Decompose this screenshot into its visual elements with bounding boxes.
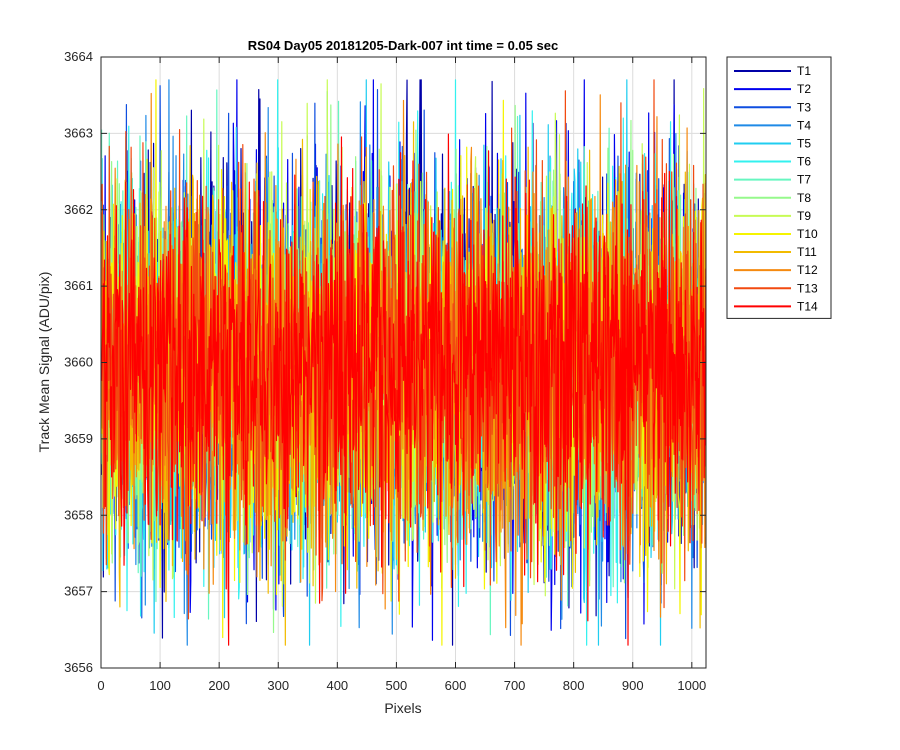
- y-tick-label: 3663: [64, 125, 93, 140]
- legend-label-t9: T9: [797, 209, 811, 223]
- x-tick-label: 600: [445, 678, 467, 693]
- y-tick-label: 3661: [64, 278, 93, 293]
- x-tick-label: 200: [208, 678, 230, 693]
- x-tick-label: 400: [326, 678, 348, 693]
- x-axis-label: Pixels: [384, 700, 421, 716]
- legend-label-t6: T6: [797, 155, 811, 169]
- legend-label-t12: T12: [797, 263, 818, 277]
- series-group: [101, 79, 706, 646]
- x-tick-label: 1000: [677, 678, 706, 693]
- legend-label-t1: T1: [797, 64, 811, 78]
- legend-label-t2: T2: [797, 82, 811, 96]
- legend-box: [726, 56, 832, 319]
- y-tick-label: 3662: [64, 202, 93, 217]
- y-axis-label: Track Mean Signal (ADU/pix): [36, 272, 52, 453]
- legend-label-t14: T14: [797, 299, 818, 313]
- x-tick-label: 500: [386, 678, 408, 693]
- x-tick-label: 700: [504, 678, 526, 693]
- legend-label-t13: T13: [797, 281, 818, 295]
- y-tick-label: 3658: [64, 507, 93, 522]
- x-tick-label: 0: [97, 678, 104, 693]
- x-tick-label: 100: [149, 678, 171, 693]
- series-line-t14: [101, 133, 706, 646]
- legend-label-t5: T5: [797, 136, 811, 150]
- legend: T1 T2 T3 T4 T5 T6 T7 T8 T9 T10 T11 T12 T13 T14: [726, 56, 832, 319]
- legend-label-t11: T11: [797, 245, 817, 259]
- legend-label-t10: T10: [797, 227, 818, 241]
- chart-title: RS04 Day05 20181205-Dark-007 int time = …: [248, 38, 558, 53]
- legend-label-t4: T4: [797, 118, 811, 132]
- y-tick-label: 3664: [64, 49, 93, 64]
- y-tick-label: 3657: [64, 584, 93, 599]
- legend-label-t7: T7: [797, 173, 811, 187]
- y-tick-label: 3660: [64, 355, 93, 370]
- x-tick-label: 900: [622, 678, 644, 693]
- y-tick-label: 3659: [64, 431, 93, 446]
- legend-label-t8: T8: [797, 191, 811, 205]
- x-tick-label: 800: [563, 678, 585, 693]
- plot-area: 0 100 200 300 400 500 600 700 800 900 1000 3656 3657…: [64, 49, 707, 693]
- x-tick-label: 300: [267, 678, 289, 693]
- legend-label-t3: T3: [797, 100, 811, 114]
- y-tick-label: 3656: [64, 660, 93, 675]
